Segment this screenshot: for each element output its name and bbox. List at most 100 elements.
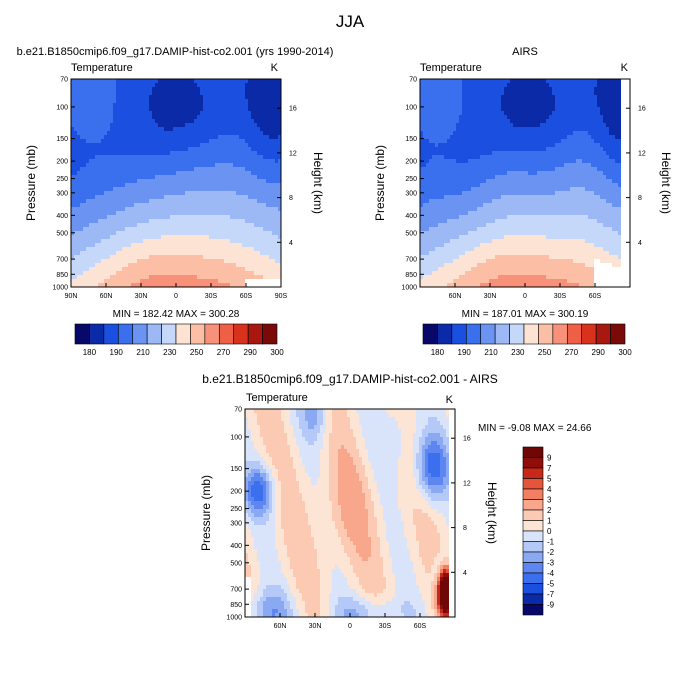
model-cell [269,151,273,156]
obs-cell [453,87,457,92]
model-cell [212,139,216,144]
obs-cell [582,79,586,84]
model-cell [71,243,75,248]
model-cell [239,127,243,132]
model-cell [74,195,78,200]
obs-cell [459,143,463,148]
model-cell [89,167,93,172]
model-cell [200,135,204,140]
model-cell [131,127,135,132]
model-cell [98,211,102,216]
obs-cell [516,143,520,148]
model-cell [257,95,261,100]
obs-cell [597,87,601,92]
model-cell [275,279,279,284]
model-cell [179,127,183,132]
obs-cell [435,119,439,124]
model-cell [161,231,165,236]
model-cell [122,131,126,136]
model-cell [149,259,153,264]
model-cell [242,247,246,252]
model-cell [236,111,240,116]
model-cell [155,195,159,200]
obs-cell [528,131,532,136]
model-cell [221,279,225,284]
model-cell [170,103,174,108]
model-cell [182,171,186,176]
model-cell [125,151,129,156]
model-cell [146,263,150,268]
model-cell [236,123,240,128]
obs-cell [543,79,547,84]
model-cell [140,159,144,164]
model-cell [101,235,105,240]
model-cell [230,143,234,148]
model-cell [236,151,240,156]
obs-cell [516,127,520,132]
model-cell [197,239,201,244]
obs-cell [483,127,487,132]
model-cell [230,235,234,240]
model-cell [146,179,150,184]
obs-cell [558,123,562,128]
obs-cell [585,87,589,92]
obs-cell [477,135,481,140]
obs-cell [522,143,526,148]
obs-cell [474,87,478,92]
model-cell [239,139,243,144]
model-cell [227,179,231,184]
model-cell [278,191,281,196]
model-cell [170,159,174,164]
model-cell [275,227,279,232]
model-cell [233,87,237,92]
model-cell [164,127,168,132]
model-cell [182,215,186,220]
obs-cell [486,103,490,108]
model-cell [128,255,132,260]
obs-cell [471,83,475,88]
model-cell [71,227,75,232]
model-cell [260,231,264,236]
model-cell [92,267,96,272]
model-cell [107,83,111,88]
model-cell [254,235,258,240]
model-cell [230,175,234,180]
model-cell [131,179,135,184]
height-tick-label: 4 [289,240,293,247]
obs-cell [555,143,559,148]
model-cell [242,139,246,144]
model-cell [200,247,204,252]
obs-cell [498,79,502,84]
model-cell [242,131,246,136]
model-cell [188,207,192,212]
model-cell [122,95,126,100]
model-cell [239,99,243,104]
model-cell [86,167,90,172]
obs-cell [432,151,436,156]
model-cell [140,163,144,168]
obs-cell [459,151,463,156]
model-cell [200,131,204,136]
model-cell [179,115,183,120]
model-cell [269,159,273,164]
obs-cell [567,87,571,92]
model-cell [74,111,78,116]
model-cell [92,187,96,192]
model-cell [230,279,234,284]
model-cell [137,95,141,100]
model-cell [119,87,123,92]
obs-cell [474,79,478,84]
model-cell [263,235,267,240]
model-cell [155,239,159,244]
model-cell [134,139,138,144]
model-cell [146,247,150,252]
model-cell [170,259,174,264]
obs-cell [474,127,478,132]
obs-cell [552,83,556,88]
model-cell [92,115,96,120]
model-cell [263,211,267,216]
model-cell [89,223,93,228]
obs-cell [615,103,619,108]
model-cell [212,107,216,112]
model-cell [101,115,105,120]
